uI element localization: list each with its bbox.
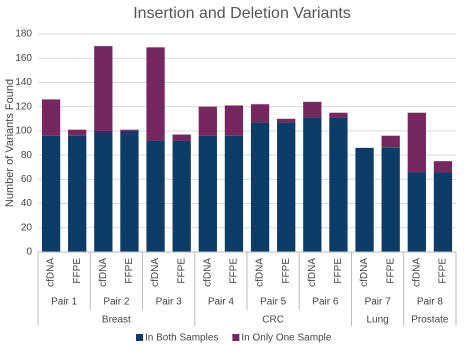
- x-tick-label: FFPE: [438, 258, 449, 284]
- bar: [433, 161, 453, 173]
- bar: [120, 130, 139, 252]
- legend-swatch: [136, 334, 143, 341]
- y-tick-label: 160: [15, 53, 32, 64]
- bar: [41, 99, 61, 136]
- bar: [146, 47, 165, 141]
- legend-label: In Both Samples: [145, 333, 218, 344]
- legend-label: In Only One Sample: [241, 333, 331, 344]
- bar: [303, 101, 322, 118]
- bar: [433, 172, 453, 252]
- bar: [277, 118, 296, 123]
- x-tick-label: FFPE: [281, 258, 292, 284]
- bar: [41, 135, 61, 252]
- y-tick-label: 140: [15, 77, 32, 88]
- bar: [120, 129, 139, 131]
- x-tick-label: cfDNA: [150, 258, 161, 287]
- group-label: Prostate: [411, 315, 449, 326]
- x-tick-label: FFPE: [176, 258, 187, 284]
- bar: [224, 105, 244, 136]
- chart-title: Insertion and Deletion Variants: [133, 5, 351, 22]
- pair-label: Pair 1: [51, 297, 78, 308]
- bar: [68, 129, 87, 136]
- group-label: Lung: [367, 315, 389, 326]
- x-tick-label: cfDNA: [411, 258, 422, 287]
- x-tick-label: FFPE: [333, 258, 344, 284]
- bar: [277, 122, 296, 253]
- bar: [250, 122, 270, 253]
- group-label: CRC: [262, 315, 284, 326]
- bar: [94, 46, 113, 131]
- pair-label: Pair 7: [365, 297, 392, 308]
- x-tick-label: cfDNA: [307, 258, 318, 287]
- pair-label: Pair 5: [260, 297, 287, 308]
- pair-label: Pair 3: [156, 297, 183, 308]
- bar: [172, 134, 191, 141]
- y-tick-label: 0: [26, 247, 32, 258]
- y-tick-label: 80: [21, 150, 33, 161]
- y-tick-label: 180: [15, 29, 32, 40]
- x-tick-label: FFPE: [124, 258, 135, 284]
- bar: [329, 117, 348, 252]
- bar: [407, 112, 426, 173]
- bar: [68, 135, 87, 252]
- bar: [329, 112, 348, 118]
- bar: [381, 147, 400, 252]
- bar: [198, 106, 217, 136]
- y-tick-label: 100: [15, 126, 32, 137]
- pair-label: Pair 4: [208, 297, 235, 308]
- pair-label: Pair 6: [312, 297, 339, 308]
- y-tick-label: 20: [21, 222, 33, 233]
- x-tick-label: cfDNA: [46, 258, 57, 287]
- x-tick-label: cfDNA: [255, 258, 266, 287]
- y-tick-label: 40: [21, 198, 33, 209]
- bar: [172, 140, 191, 252]
- x-tick-label: FFPE: [385, 258, 396, 284]
- y-tick-label: 120: [15, 101, 32, 112]
- bar: [303, 117, 322, 252]
- x-tick-label: FFPE: [72, 258, 83, 284]
- bar: [146, 140, 165, 252]
- pair-label: Pair 8: [417, 297, 444, 308]
- bar: [94, 130, 113, 252]
- bar: [407, 172, 426, 252]
- pair-label: Pair 2: [103, 297, 130, 308]
- group-label: Breast: [102, 315, 131, 326]
- x-tick-label: cfDNA: [202, 258, 213, 287]
- bar: [224, 135, 244, 252]
- y-tick-label: 60: [21, 174, 33, 185]
- x-tick-label: FFPE: [229, 258, 240, 284]
- bar: [355, 147, 374, 252]
- bar: [198, 135, 217, 252]
- x-tick-label: cfDNA: [98, 258, 109, 287]
- x-tick-label: cfDNA: [359, 258, 370, 287]
- legend-swatch: [232, 334, 240, 341]
- y-axis-label: Number of Variants Found: [4, 79, 16, 207]
- bar: [250, 104, 270, 123]
- bar: [381, 135, 400, 148]
